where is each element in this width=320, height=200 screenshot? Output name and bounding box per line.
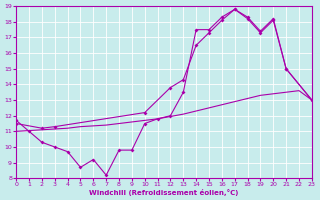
- X-axis label: Windchill (Refroidissement éolien,°C): Windchill (Refroidissement éolien,°C): [89, 189, 239, 196]
